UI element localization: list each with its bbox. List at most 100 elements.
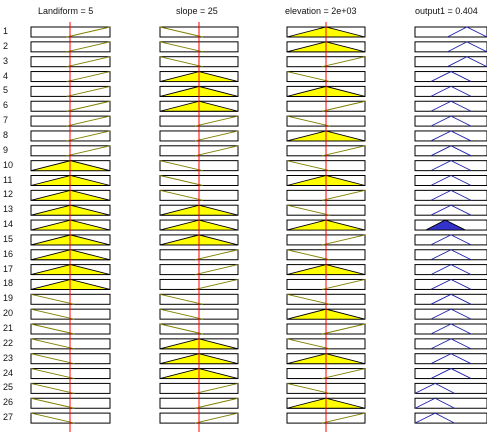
rule-number: 16 xyxy=(3,248,14,259)
membership-function xyxy=(159,293,204,305)
membership-function xyxy=(447,41,487,53)
rule-number: 14 xyxy=(3,219,14,230)
membership-function xyxy=(321,56,366,68)
membership-function xyxy=(286,71,331,82)
rule-number: 26 xyxy=(3,397,14,408)
membership-function xyxy=(159,189,204,201)
rule-cell xyxy=(414,56,487,68)
membership-function xyxy=(30,323,75,335)
rule-number: 11 xyxy=(3,174,13,185)
membership-function xyxy=(30,338,75,350)
membership-function xyxy=(66,41,111,53)
membership-function xyxy=(321,145,366,157)
membership-function xyxy=(194,279,239,290)
rule-number: 23 xyxy=(3,352,14,363)
rule-cell xyxy=(414,71,487,83)
rule-cell xyxy=(414,412,487,424)
membership-function xyxy=(66,115,111,127)
column-title-slope: slope = 25 xyxy=(176,6,218,16)
rule-cell xyxy=(414,100,487,112)
membership-function xyxy=(430,71,472,82)
membership-function xyxy=(430,174,472,186)
membership-function xyxy=(430,115,472,127)
rule-number: 25 xyxy=(3,382,14,393)
rule-cell xyxy=(414,249,487,261)
membership-function xyxy=(66,145,111,157)
membership-function xyxy=(30,308,75,320)
membership-function xyxy=(430,234,472,246)
membership-function xyxy=(425,219,466,231)
membership-function xyxy=(159,56,204,68)
membership-function xyxy=(430,100,472,112)
rule-number: 9 xyxy=(3,144,9,155)
membership-function xyxy=(321,100,366,112)
membership-function xyxy=(321,323,366,335)
membership-function xyxy=(286,338,331,350)
membership-function xyxy=(447,56,487,68)
membership-function xyxy=(30,382,75,394)
rule-number: 17 xyxy=(3,263,14,274)
rule-cell xyxy=(414,353,487,365)
membership-function xyxy=(194,115,239,127)
rule-cell xyxy=(414,382,487,394)
membership-function xyxy=(159,175,204,186)
rule-number: 10 xyxy=(3,159,14,170)
membership-function xyxy=(430,353,472,365)
rule-number: 8 xyxy=(3,129,9,140)
membership-function xyxy=(430,323,472,335)
membership-function xyxy=(430,338,472,350)
membership-function xyxy=(30,368,75,379)
membership-function xyxy=(66,130,111,142)
membership-function xyxy=(321,189,366,201)
membership-function xyxy=(286,204,331,216)
membership-function xyxy=(159,26,204,38)
rule-number: 15 xyxy=(3,233,14,244)
membership-function xyxy=(66,100,111,112)
rule-cell xyxy=(414,160,487,172)
rule-cell xyxy=(414,293,487,305)
membership-function xyxy=(430,308,472,320)
membership-function xyxy=(194,249,239,261)
membership-function xyxy=(194,130,239,142)
rule-number: 22 xyxy=(3,337,14,348)
membership-function xyxy=(66,71,111,82)
rule-cell xyxy=(414,234,487,246)
membership-function xyxy=(321,279,366,290)
membership-function xyxy=(194,264,239,276)
membership-function xyxy=(286,293,331,305)
column-title-elevation: elevation = 2e+03 xyxy=(285,6,357,16)
rule-cell xyxy=(414,41,487,53)
column-title-landform: Landiform = 5 xyxy=(38,6,94,16)
membership-function xyxy=(194,145,239,157)
membership-function xyxy=(414,382,455,394)
rule-number: 5 xyxy=(3,85,9,96)
membership-function xyxy=(430,145,472,157)
rule-cell xyxy=(414,308,487,320)
membership-function xyxy=(321,412,366,424)
membership-function xyxy=(430,189,472,201)
membership-function xyxy=(321,368,366,379)
membership-function xyxy=(66,56,111,68)
membership-function xyxy=(430,249,472,261)
rule-cell xyxy=(414,264,487,276)
rule-number: 4 xyxy=(3,70,9,81)
rule-cell xyxy=(414,204,487,216)
membership-function xyxy=(430,264,472,276)
rule-cell xyxy=(414,85,487,97)
rule-cell xyxy=(414,189,487,201)
rule-number: 20 xyxy=(3,308,14,319)
rule-number: 19 xyxy=(3,293,14,304)
membership-function xyxy=(30,353,75,365)
rule-cell xyxy=(414,338,487,350)
rule-number: 18 xyxy=(3,278,14,289)
membership-function xyxy=(194,412,239,424)
membership-function xyxy=(447,26,487,38)
membership-function xyxy=(286,382,331,394)
membership-function xyxy=(159,323,204,335)
rule-number: 3 xyxy=(3,55,9,66)
membership-function xyxy=(414,412,455,424)
membership-function xyxy=(30,293,75,305)
membership-function xyxy=(286,160,331,172)
rule-number: 13 xyxy=(3,204,14,215)
